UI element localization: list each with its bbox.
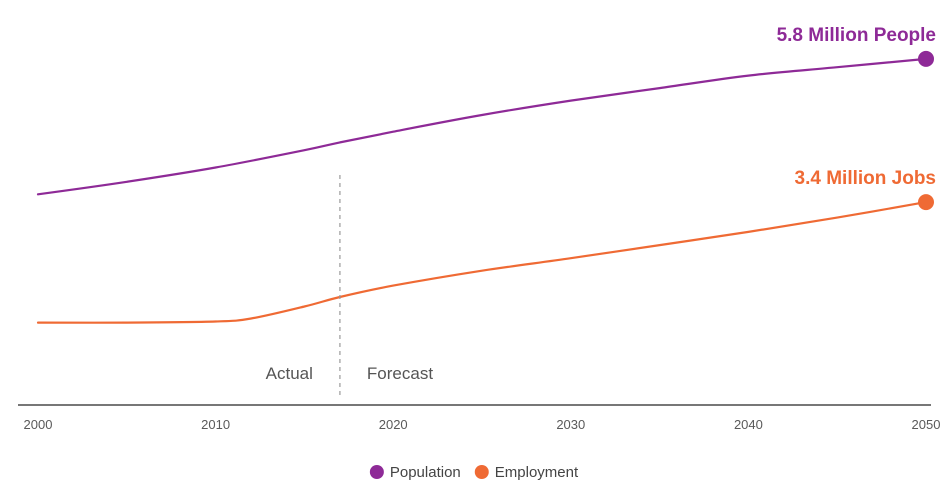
x-tick-label: 2040 (734, 417, 763, 432)
employment-end-label: 3.4 Million Jobs (795, 168, 936, 189)
legend-label-population: Population (390, 464, 461, 481)
x-tick-label: 2010 (201, 417, 230, 432)
population-end-label: 5.8 Million People (777, 25, 936, 46)
x-tick-label: 2020 (379, 417, 408, 432)
legend-item-employment: Employment (474, 464, 579, 481)
population-endpoint (918, 50, 934, 67)
legend-marker-employment (474, 465, 489, 479)
x-tick-label: 2030 (556, 417, 585, 432)
legend-label-employment: Employment (495, 464, 579, 481)
forecast-label: Forecast (367, 364, 433, 383)
legend-item-population: Population (369, 464, 461, 481)
legend-marker-population (369, 465, 384, 479)
end-labels: 5.8 Million People 3.4 Million Jobs (777, 25, 936, 189)
legend: Population Employment (369, 464, 579, 481)
actual-label: Actual (266, 364, 313, 383)
x-tick-label: 2050 (912, 417, 941, 432)
x-tick-label: 2000 (24, 417, 53, 432)
series-layer (36, 50, 934, 324)
employment-endpoint (918, 194, 934, 211)
population-line (36, 57, 928, 196)
x-tick-labels: 2000 2010 2020 2030 2040 2050 (24, 417, 941, 432)
employment-line (36, 201, 928, 324)
